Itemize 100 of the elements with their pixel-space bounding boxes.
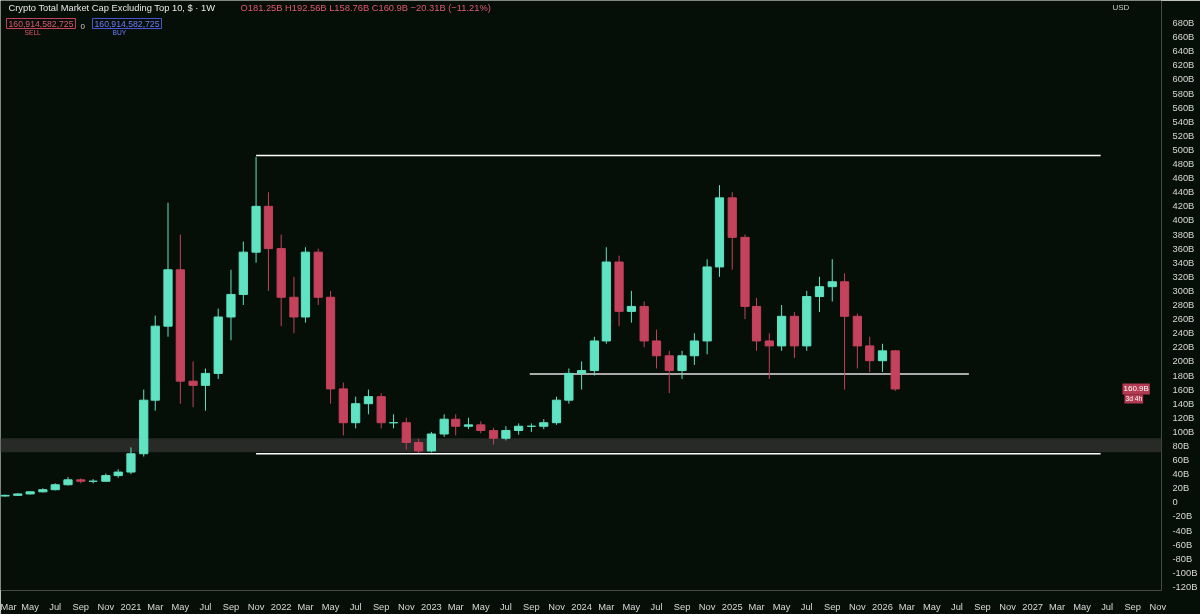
y-tick-label: 560B xyxy=(1172,102,1195,113)
x-tick-label: 2021 xyxy=(120,601,142,612)
y-tick-label: 360B xyxy=(1172,243,1195,254)
candlestick xyxy=(827,258,837,302)
candlestick xyxy=(188,360,198,408)
candlestick xyxy=(351,396,361,429)
x-tick-label: Mar xyxy=(0,601,17,612)
candlestick xyxy=(651,329,662,369)
x-tick-label: Nov xyxy=(398,601,415,612)
x-tick-label: Mar xyxy=(898,601,915,612)
y-tick-label: 40B xyxy=(1172,469,1190,480)
y-tick-label: -80B xyxy=(1172,553,1193,564)
candlestick xyxy=(551,396,562,426)
y-tick-label: 80B xyxy=(1172,441,1190,451)
y-tick-label: 400B xyxy=(1172,215,1195,226)
y-tick-label: 600B xyxy=(1172,74,1195,85)
annotation: USD xyxy=(1112,2,1130,12)
candlestick xyxy=(126,446,136,475)
x-tick-label: Jul xyxy=(800,601,813,612)
x-tick-label: 2025 xyxy=(721,601,743,612)
candlestick xyxy=(577,360,587,391)
y-tick-label: -20B xyxy=(1172,511,1193,522)
y-tick-label: 640B xyxy=(1172,46,1195,57)
y-tick-label: 100B xyxy=(1172,426,1195,437)
x-tick-label: Sep xyxy=(222,601,240,612)
y-tick-label: 280B xyxy=(1172,300,1195,311)
x-tick-label: Nov xyxy=(1149,601,1167,612)
y-tick-label: 60B xyxy=(1172,455,1190,466)
y-tick-label: 680B xyxy=(1172,18,1195,29)
x-tick-label: Sep xyxy=(673,601,691,612)
annotation: 160.9B xyxy=(1123,384,1149,394)
x-tick-label: 2027 xyxy=(1022,601,1044,612)
x-tick-label: Nov xyxy=(999,601,1017,612)
candlestick xyxy=(764,332,774,380)
candlestick xyxy=(664,350,674,394)
x-tick-label: Mar xyxy=(748,601,765,612)
annotation: 0 xyxy=(80,21,86,31)
y-tick-label: 20B xyxy=(1172,483,1190,494)
candlestick xyxy=(439,413,449,438)
candlestick xyxy=(451,413,461,436)
y-tick-label: 0 xyxy=(1172,497,1178,508)
y-tick-label: 140B xyxy=(1172,398,1195,409)
candlestick xyxy=(626,290,637,324)
x-tick-label: 2026 xyxy=(872,601,893,612)
chart-title: Crypto Total Market Cap Excluding Top 10, $ · 1W xyxy=(8,2,216,13)
x-tick-label: Sep xyxy=(1124,601,1141,612)
y-tick-label: 240B xyxy=(1172,328,1195,339)
y-tick-label: 420B xyxy=(1172,201,1195,212)
candlestick xyxy=(38,487,48,494)
x-tick-label: 2023 xyxy=(421,601,442,612)
y-tick-label: 520B xyxy=(1172,130,1195,141)
x-tick-label: Mar xyxy=(297,601,314,612)
y-tick-label: -60B xyxy=(1172,539,1193,550)
x-tick-label: May xyxy=(471,601,490,612)
y-tick-label: 620B xyxy=(1172,60,1195,71)
x-tick-label: Sep xyxy=(823,601,841,612)
x-tick-label: Mar xyxy=(1048,601,1066,612)
x-tick-label: Sep xyxy=(372,601,390,612)
x-tick-label: Nov xyxy=(698,601,716,612)
x-tick-label: Jul xyxy=(49,601,62,612)
x-tick-label: Nov xyxy=(97,601,115,612)
y-tick-label: 300B xyxy=(1172,285,1195,296)
x-tick-label: Sep xyxy=(974,601,991,612)
x-tick-label: Nov xyxy=(849,601,866,612)
candlestick xyxy=(289,276,299,334)
y-tick-label: 180B xyxy=(1172,370,1195,381)
x-tick-label: Jul xyxy=(1101,601,1114,612)
y-tick-label: 160B xyxy=(1172,384,1195,395)
x-tick-label: May xyxy=(171,601,190,612)
x-tick-label: May xyxy=(772,601,791,612)
y-tick-label: -40B xyxy=(1172,525,1193,536)
x-tick-label: Sep xyxy=(72,601,90,612)
y-tick-label: 340B xyxy=(1172,257,1195,268)
x-tick-label: May xyxy=(923,601,941,612)
x-tick-label: 2024 xyxy=(571,601,593,612)
y-tick-label: 380B xyxy=(1172,229,1195,240)
x-tick-label: May xyxy=(21,601,40,612)
y-tick-label: 120B xyxy=(1172,412,1195,423)
y-tick-label: 320B xyxy=(1172,271,1195,282)
chart-subtitle: O181.25B H192.56B L158.76B C160.9B −20.31B (−11.21%) xyxy=(240,2,491,13)
x-tick-label: May xyxy=(321,601,340,612)
candlestick xyxy=(814,276,825,313)
y-tick-label: 460B xyxy=(1172,173,1195,184)
candlestick xyxy=(401,417,411,451)
annotation: 160,914,582,725 xyxy=(8,18,74,29)
y-tick-label: 580B xyxy=(1172,88,1195,99)
candlestick xyxy=(877,343,888,373)
y-tick-label: 480B xyxy=(1172,159,1195,170)
candlestick xyxy=(226,269,236,341)
x-tick-label: Mar xyxy=(447,601,464,612)
y-tick-label: -100B xyxy=(1172,567,1198,578)
x-tick-label: May xyxy=(1073,601,1092,612)
candlestick xyxy=(865,336,875,373)
candlestick xyxy=(689,332,699,366)
candlestick xyxy=(677,350,687,380)
x-tick-label: Jul xyxy=(650,601,663,612)
x-tick-label: May xyxy=(622,601,641,612)
candlestick xyxy=(200,367,211,412)
x-tick-label: Mar xyxy=(598,601,615,612)
y-tick-label: 440B xyxy=(1172,187,1195,198)
